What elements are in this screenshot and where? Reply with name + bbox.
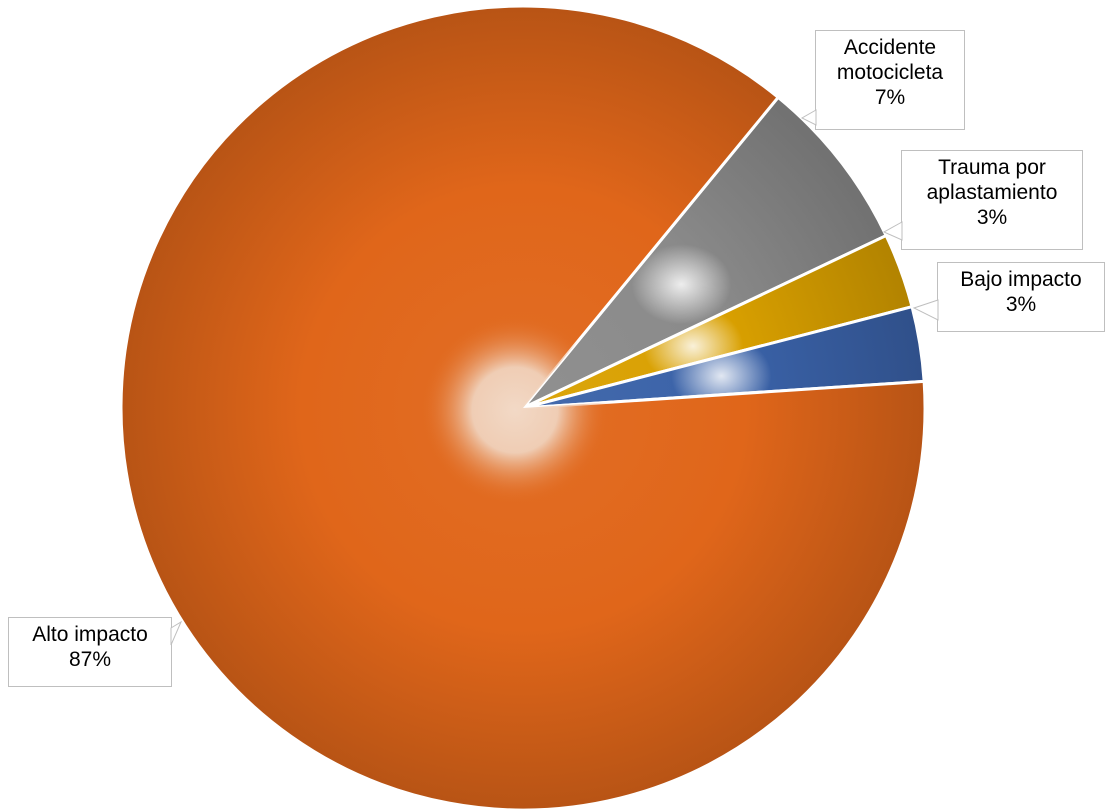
category-label-trauma-line2: aplastamiento: [926, 181, 1058, 204]
value-label-bajo-impacto: 3%: [1005, 293, 1037, 316]
data-label-bajo-impacto: Bajo impacto 3%: [937, 262, 1105, 332]
value-label-alto-impacto: 87%: [68, 648, 112, 671]
category-label-trauma-line1: Trauma por: [938, 156, 1046, 179]
data-label-trauma-por-aplastamiento: Trauma por aplastamiento 3%: [901, 150, 1083, 250]
data-label-alto-impacto: Alto impacto 87%: [8, 617, 172, 687]
category-label-accidente-motocicleta-line2: motocicleta: [836, 61, 944, 84]
slice-highlight: [631, 244, 732, 325]
value-label-trauma: 3%: [976, 206, 1008, 229]
data-label-accidente-motocicleta: Accidente motocicleta 7%: [815, 30, 965, 130]
category-label-accidente-motocicleta-line1: Accidente: [843, 36, 937, 59]
category-label-alto-impacto: Alto impacto: [32, 623, 148, 646]
category-label-bajo-impacto: Bajo impacto: [960, 268, 1082, 291]
pie-slice-alto-impacto: [119, 4, 927, 810]
value-label-accidente-motocicleta: 7%: [874, 86, 906, 109]
